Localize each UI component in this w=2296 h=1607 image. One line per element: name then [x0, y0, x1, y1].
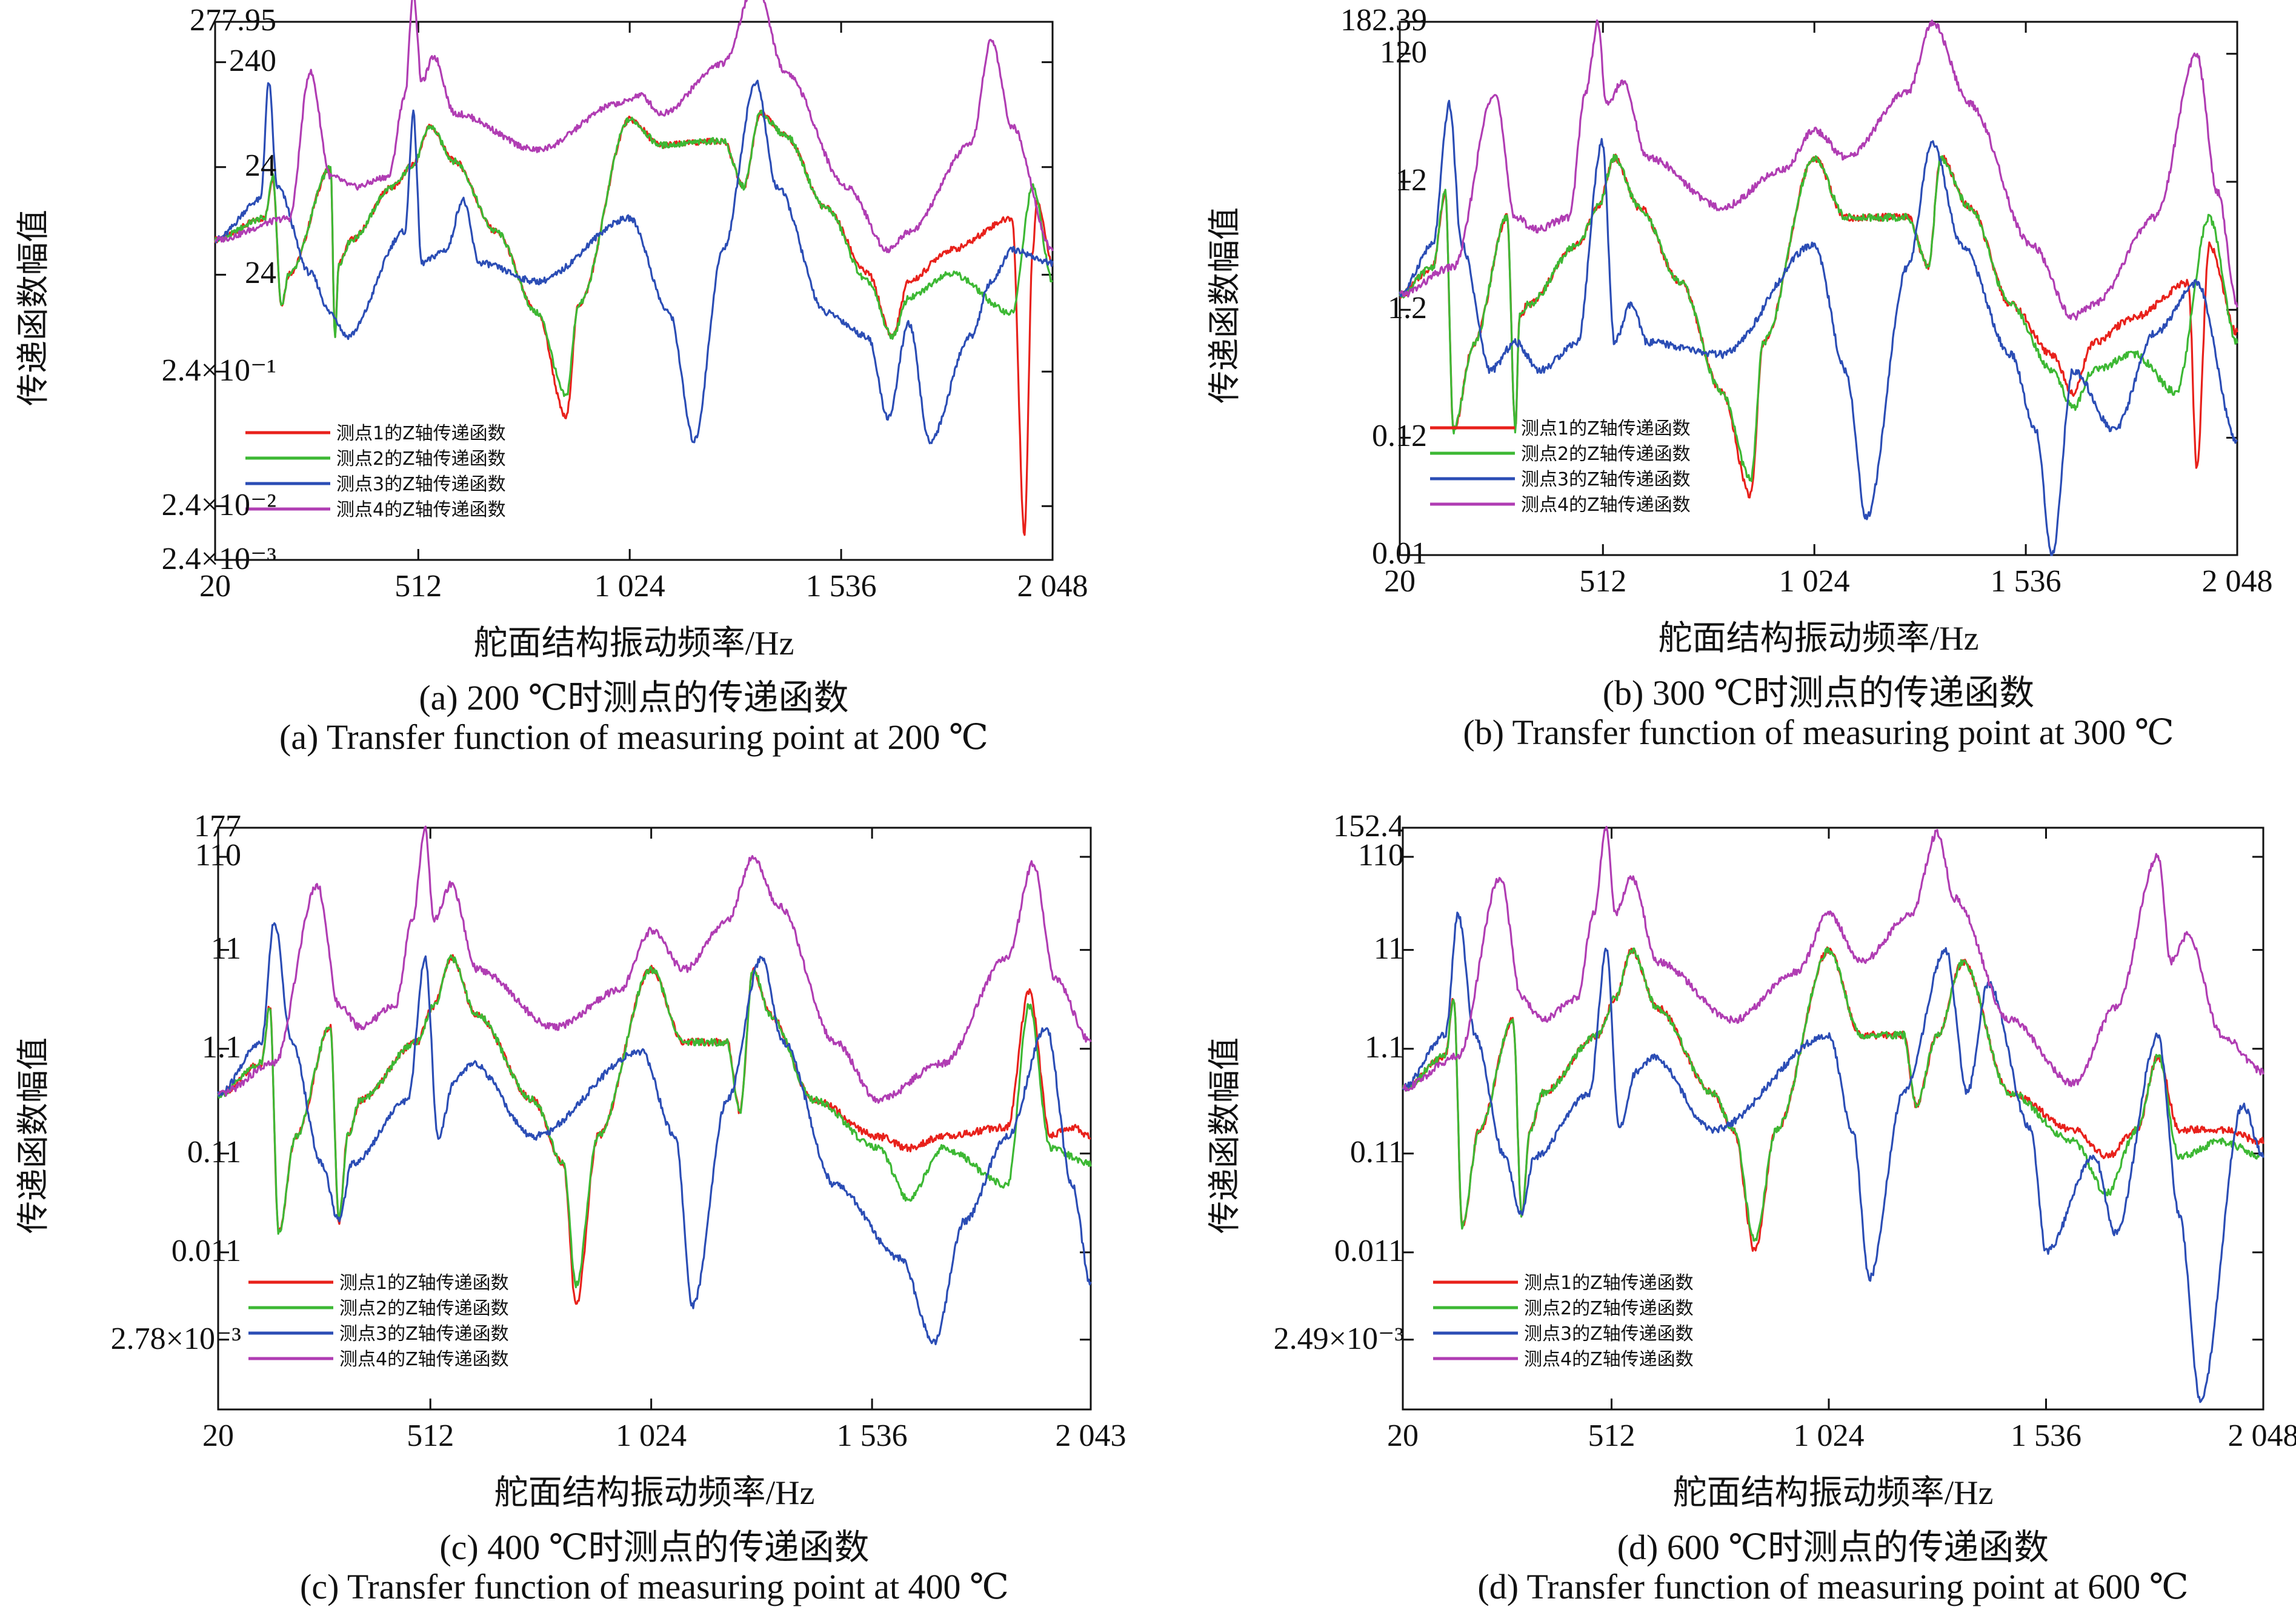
- caption-english: (a) Transfer function of measuring point…: [279, 716, 988, 757]
- legend-label-4: 测点4的Z轴传递函数: [1524, 1349, 1694, 1370]
- legend-label-4: 测点4的Z轴传递函数: [336, 499, 506, 521]
- x-axis-title: 舵面结构振动频率/Hz: [474, 616, 794, 665]
- y-tick-label: 2.78×10⁻³: [111, 1320, 241, 1357]
- chart-panel-d: 测点1的Z轴传递函数测点2的Z轴传递函数测点3的Z轴传递函数测点4的Z轴传递函数…: [1188, 806, 2296, 1603]
- y-tick-label: 2.4×10⁻¹: [162, 352, 276, 388]
- y-tick-label: 2.4×10⁻³: [162, 541, 276, 577]
- legend-label-4: 测点4的Z轴传递函数: [1521, 494, 1691, 516]
- x-tick-label: 1 536: [837, 1418, 908, 1454]
- y-tick-label: 0.011: [1334, 1233, 1404, 1269]
- y-tick-label: 182.39: [1340, 2, 1427, 38]
- legend-label-3: 测点3的Z轴传递函数: [1521, 469, 1691, 490]
- y-tick-label: 24: [245, 148, 276, 184]
- caption-english: (c) Transfer function of measuring point…: [300, 1566, 1009, 1607]
- y-tick-label: 2.49×10⁻³: [1274, 1320, 1404, 1357]
- x-tick-label: 2 048: [2202, 564, 2273, 599]
- y-tick-label: 110: [195, 837, 241, 873]
- legend-label-4: 测点4的Z轴传递函数: [339, 1349, 509, 1370]
- series-line-1: [218, 955, 1091, 1304]
- x-tick-label: 2 043: [1056, 1418, 1126, 1454]
- legend-label-2: 测点2的Z轴传递函数: [336, 448, 506, 470]
- caption-english: (d) Transfer function of measuring point…: [1477, 1566, 2188, 1607]
- caption-chinese: (d) 600 ℃时测点的传递函数: [1617, 1519, 2049, 1569]
- y-tick-label: 1.2: [1388, 290, 1427, 326]
- legend-label-3: 测点3的Z轴传递函数: [1524, 1323, 1694, 1345]
- x-tick-label: 512: [1588, 1418, 1635, 1454]
- y-tick-label: 277.95: [190, 2, 276, 38]
- series-line-1: [215, 111, 1053, 535]
- series-line-2: [1403, 948, 2263, 1240]
- x-tick-label: 1 536: [2011, 1418, 2081, 1454]
- y-tick-label: 110: [1358, 837, 1404, 873]
- x-axis-title: 舵面结构振动频率/Hz: [494, 1465, 815, 1514]
- x-tick-label: 20: [1387, 1418, 1419, 1454]
- series-line-4: [218, 827, 1091, 1103]
- series-line-4: [1403, 827, 2263, 1091]
- legend-label-1: 测点1的Z轴传递函数: [336, 423, 506, 444]
- y-tick-label: 0.11: [187, 1134, 241, 1170]
- caption-chinese: (b) 300 ℃时测点的传递函数: [1603, 664, 2035, 715]
- series-line-2: [218, 956, 1091, 1288]
- x-tick-label: 512: [394, 568, 442, 604]
- legend-label-2: 测点2的Z轴传递函数: [1524, 1298, 1694, 1319]
- y-axis-title: 传递函数幅值: [6, 1037, 54, 1234]
- legend-label-1: 测点1的Z轴传递函数: [1521, 418, 1691, 439]
- x-tick-label: 1 024: [616, 1418, 687, 1454]
- y-axis-title: 传递函数幅值: [1197, 1037, 1245, 1234]
- x-tick-label: 20: [202, 1418, 234, 1454]
- chart-panel-a: 测点1的Z轴传递函数测点2的Z轴传递函数测点3的Z轴传递函数测点4的Z轴传递函数…: [0, 0, 1145, 800]
- series-line-4: [215, 0, 1053, 252]
- x-tick-label: 512: [1579, 564, 1626, 599]
- legend-label-3: 测点3的Z轴传递函数: [336, 474, 506, 495]
- x-tick-label: 2 048: [1017, 568, 1088, 604]
- chart-panel-b: 测点1的Z轴传递函数测点2的Z轴传递函数测点3的Z轴传递函数测点4的Z轴传递函数…: [1188, 0, 2296, 800]
- y-tick-label: 11: [211, 931, 241, 967]
- x-axis-title: 舵面结构振动频率/Hz: [1673, 1465, 1994, 1514]
- series-line-1: [1403, 947, 2263, 1251]
- x-tick-label: 1 024: [1779, 564, 1850, 599]
- y-tick-label: 0.12: [1372, 418, 1427, 454]
- x-tick-label: 2 048: [2228, 1418, 2296, 1454]
- legend-label-1: 测点1的Z轴传递函数: [339, 1273, 509, 1294]
- caption-chinese: (c) 400 ℃时测点的传递函数: [439, 1519, 869, 1569]
- caption-english: (b) Transfer function of measuring point…: [1463, 711, 2174, 753]
- y-tick-label: 0.11: [1350, 1134, 1404, 1170]
- legend-label-2: 测点2的Z轴传递函数: [339, 1298, 509, 1319]
- legend-label-1: 测点1的Z轴传递函数: [1524, 1273, 1694, 1294]
- y-tick-label: 0.01: [1372, 536, 1427, 571]
- y-tick-label: 1.1: [1365, 1030, 1404, 1065]
- x-tick-label: 1 536: [806, 568, 877, 604]
- chart-panel-c: 测点1的Z轴传递函数测点2的Z轴传递函数测点3的Z轴传递函数测点4的Z轴传递函数…: [0, 806, 1145, 1603]
- series-line-4: [1400, 21, 2237, 320]
- x-tick-label: 1 024: [1793, 1418, 1864, 1454]
- plot-frame: [218, 828, 1091, 1409]
- series-line-2: [215, 110, 1053, 396]
- y-tick-label: 0.011: [171, 1233, 241, 1269]
- x-tick-label: 512: [407, 1418, 454, 1454]
- y-tick-label: 240: [229, 43, 276, 79]
- y-tick-label: 24: [245, 255, 276, 291]
- x-tick-label: 1 536: [1991, 564, 2061, 599]
- y-tick-label: 1.1: [202, 1030, 241, 1065]
- y-tick-label: 120: [1380, 35, 1427, 70]
- x-tick-label: 1 024: [594, 568, 665, 604]
- legend-label-3: 测点3的Z轴传递函数: [339, 1323, 509, 1345]
- caption-chinese: (a) 200 ℃时测点的传递函数: [419, 669, 848, 720]
- y-axis-title: 传递函数幅值: [6, 210, 54, 406]
- y-tick-label: 11: [1374, 931, 1404, 967]
- x-axis-title: 舵面结构振动频率/Hz: [1659, 611, 1979, 660]
- y-axis-title: 传递函数幅值: [1197, 207, 1245, 404]
- y-tick-label: 12: [1396, 162, 1427, 198]
- y-tick-label: 2.4×10⁻²: [162, 487, 276, 523]
- legend-label-2: 测点2的Z轴传递函数: [1521, 444, 1691, 465]
